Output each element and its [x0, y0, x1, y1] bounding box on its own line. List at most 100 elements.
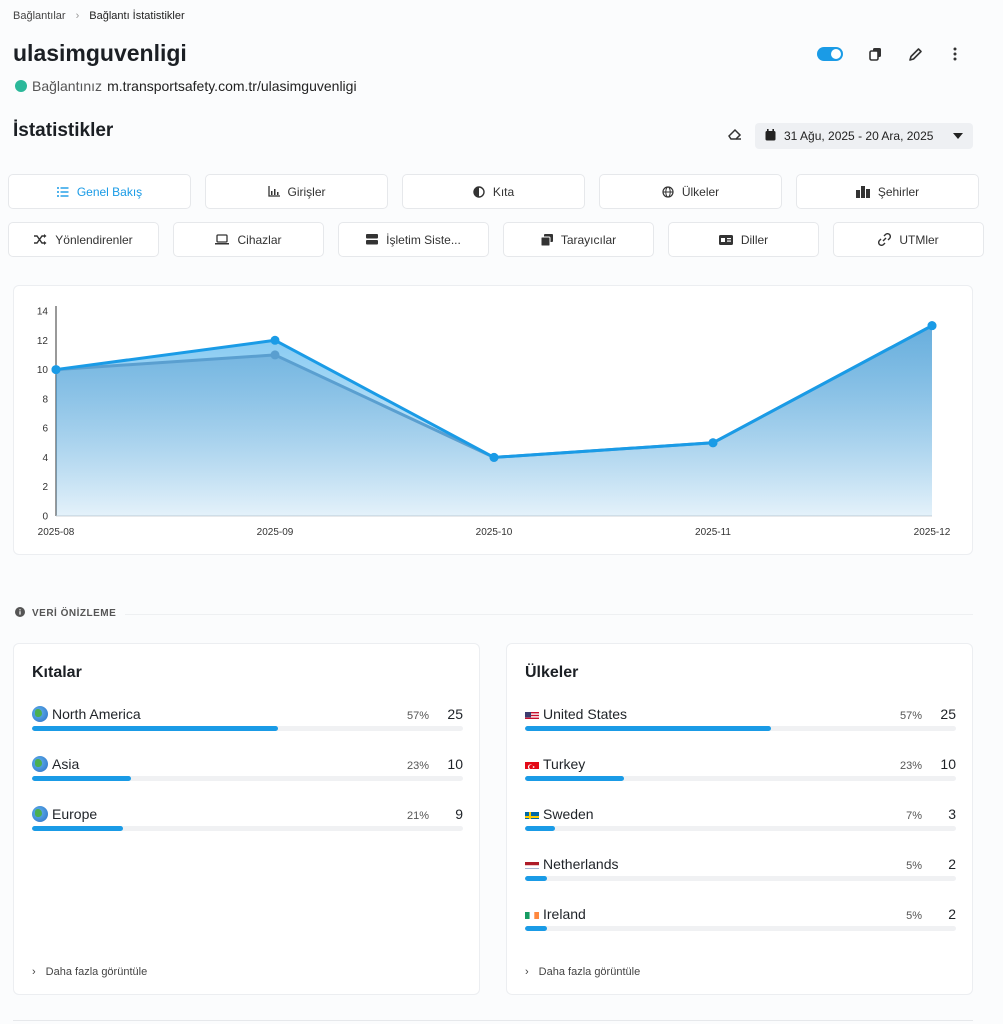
nl-flag-icon — [525, 859, 539, 869]
connection-url[interactable]: m.transportsafety.com.tr/ulasimguvenligi — [107, 78, 357, 94]
continents-panel: Kıtalar North America 57% 25 Asia 23% 10 Europ… — [13, 643, 480, 995]
data-point — [489, 452, 499, 462]
globe-icon — [32, 756, 48, 772]
item-name: North America — [32, 706, 141, 722]
list-item: Sweden 7% 3 — [525, 806, 956, 846]
list-item: United States 57% 25 — [525, 706, 956, 746]
tab-laptop[interactable]: Cihazlar — [173, 222, 324, 257]
globe-icon — [32, 806, 48, 822]
item-label: Asia — [52, 756, 80, 772]
active-toggle[interactable] — [817, 47, 843, 61]
progress-track — [525, 726, 956, 731]
globe-half-icon — [473, 185, 485, 198]
item-percent: 5% — [906, 860, 922, 872]
data-point — [270, 350, 280, 360]
tab-label: UTMler — [899, 232, 939, 247]
x-tick-label: 2025-11 — [695, 527, 731, 538]
continents-title: Kıtalar — [32, 664, 82, 681]
progress-fill — [32, 826, 123, 831]
series-area-2 — [56, 325, 932, 516]
copy-icon[interactable] — [867, 46, 883, 62]
data-point — [927, 321, 937, 331]
item-count: 25 — [940, 706, 956, 722]
tab-city[interactable]: Şehirler — [796, 174, 979, 209]
tab-globe[interactable]: Ülkeler — [599, 174, 782, 209]
calendar-icon — [765, 128, 776, 144]
tab-language[interactable]: Diller — [668, 222, 819, 257]
tab-label: Yönlendirenler — [55, 232, 133, 247]
item-count: 2 — [948, 856, 956, 872]
data-point — [270, 335, 280, 345]
y-tick-label: 14 — [37, 307, 49, 318]
item-label: Ireland — [543, 906, 586, 922]
y-tick-label: 12 — [37, 336, 49, 347]
countries-title: Ülkeler — [525, 664, 579, 681]
item-name: Ireland — [525, 906, 586, 922]
eraser-icon[interactable] — [728, 127, 742, 145]
x-tick-label: 2025-10 — [476, 527, 513, 538]
connection-info: Bağlantınız m.transportsafety.com.tr/ula… — [15, 78, 357, 94]
progress-track — [525, 776, 956, 781]
list-item: Ireland 5% 2 — [525, 906, 956, 946]
item-percent: 23% — [899, 760, 922, 772]
item-name: Europe — [32, 806, 97, 822]
progress-fill — [525, 876, 547, 881]
connection-label: Bağlantınız — [32, 78, 103, 94]
item-count: 9 — [455, 806, 463, 822]
tab-server[interactable]: İşletim Siste... — [338, 222, 489, 257]
list-item: Asia 23% 10 — [32, 756, 463, 796]
data-point — [708, 438, 718, 448]
link-icon — [878, 233, 892, 246]
tab-label: Kıta — [492, 184, 515, 199]
tab-browser[interactable]: Tarayıcılar — [503, 222, 654, 257]
progress-track — [525, 876, 956, 881]
date-range-text: 31 Ağu, 2025 - 20 Ara, 2025 — [784, 129, 934, 143]
item-name: Turkey — [525, 756, 585, 772]
y-tick-label: 2 — [42, 482, 48, 493]
more-vertical-icon[interactable] — [947, 46, 963, 62]
item-count: 10 — [447, 756, 463, 772]
tabs-row-secondary: Yönlendirenler Cihazlar İşletim Siste... Ta… — [8, 222, 984, 257]
header-actions — [817, 46, 963, 62]
progress-fill — [32, 776, 132, 781]
globe-icon — [32, 706, 48, 722]
item-percent: 7% — [906, 810, 922, 822]
y-tick-label: 0 — [42, 512, 48, 523]
breadcrumb-parent-link[interactable]: Bağlantılar — [13, 10, 66, 22]
item-count: 25 — [447, 706, 463, 722]
tab-label: Diller — [740, 232, 769, 247]
x-tick-label: 2025-08 — [38, 527, 75, 538]
progress-fill — [32, 726, 278, 731]
item-percent: 57% — [406, 710, 429, 722]
tab-shuffle[interactable]: Yönlendirenler — [8, 222, 159, 257]
progress-track — [32, 826, 463, 831]
tr-flag-icon — [525, 759, 539, 769]
y-tick-label: 6 — [42, 424, 48, 435]
edit-pencil-icon[interactable] — [907, 46, 923, 62]
progress-track — [32, 726, 463, 731]
tab-link[interactable]: UTMler — [833, 222, 984, 257]
list-icon — [56, 186, 69, 197]
y-tick-label: 4 — [42, 453, 48, 464]
date-range-picker[interactable]: 31 Ağu, 2025 - 20 Ara, 2025 — [755, 123, 973, 149]
item-label: Turkey — [543, 756, 586, 772]
countries-panel: Ülkeler United States 57% 25 Turkey 23% 10 Swe… — [506, 643, 973, 995]
continents-more-link[interactable]: › Daha fazla görüntüle — [32, 966, 147, 978]
x-tick-label: 2025-12 — [914, 527, 951, 538]
tab-bar-chart[interactable]: Girişler — [205, 174, 388, 209]
tab-globe-half[interactable]: Kıta — [402, 174, 585, 209]
item-count: 2 — [948, 906, 956, 922]
chevron-right-icon: › — [32, 966, 36, 978]
list-item: Netherlands 5% 2 — [525, 856, 956, 896]
visits-chart: 0 2 4 6 8 10 12 14 2025-08 2025-09 2025-10 2025-11 2… — [13, 285, 973, 555]
progress-track — [32, 776, 463, 781]
y-tick-label: 8 — [42, 394, 48, 405]
divider — [125, 614, 973, 615]
city-icon — [855, 185, 870, 198]
page-title: ulasimguvenligi — [13, 40, 187, 66]
status-dot — [15, 80, 27, 92]
item-percent: 5% — [906, 910, 922, 922]
tab-label: Şehirler — [877, 184, 920, 199]
countries-more-link[interactable]: › Daha fazla görüntüle — [525, 966, 640, 978]
tab-list[interactable]: Genel Bakış — [8, 174, 191, 209]
